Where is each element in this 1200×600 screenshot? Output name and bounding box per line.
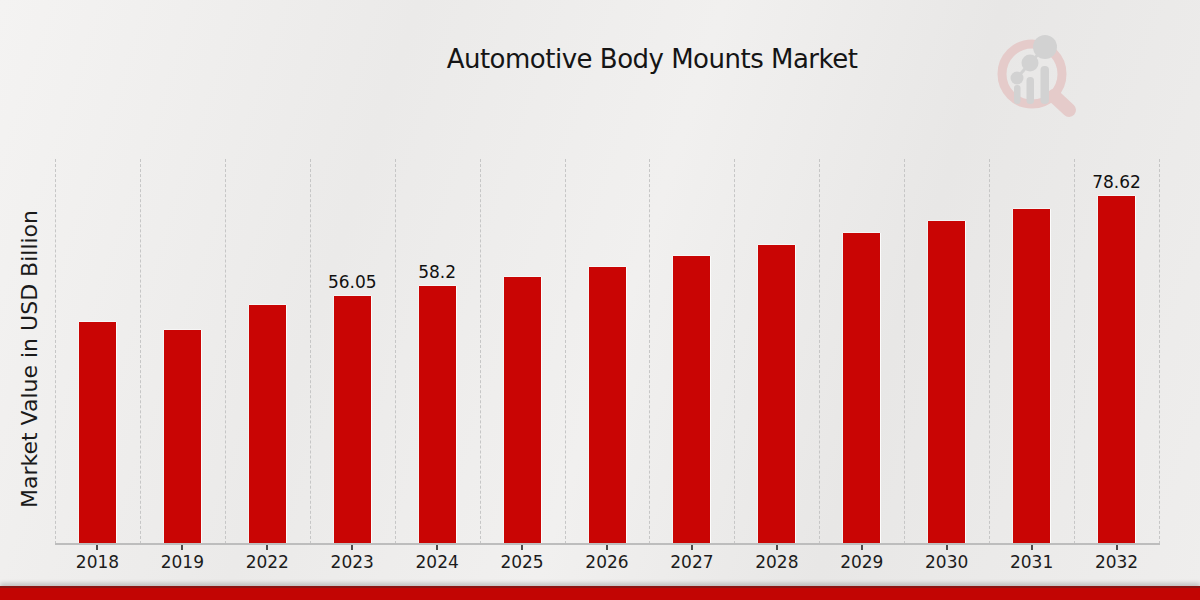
x-axis-tick <box>266 545 268 550</box>
x-tick-label-2025: 2025 <box>487 552 557 572</box>
bar-2022 <box>249 305 286 544</box>
x-tick-label-2026: 2026 <box>572 552 642 572</box>
x-tick-label-2027: 2027 <box>657 552 727 572</box>
x-axis-tick <box>606 545 608 550</box>
x-axis-tick <box>691 545 693 550</box>
vertical-gridline <box>395 159 396 544</box>
bar-2027 <box>673 256 710 544</box>
x-axis-tick <box>1031 545 1033 550</box>
vertical-gridline <box>1159 159 1160 544</box>
x-tick-label-2022: 2022 <box>232 552 302 572</box>
vertical-gridline <box>649 159 650 544</box>
x-axis-tick <box>776 545 778 550</box>
vertical-gridline <box>904 159 905 544</box>
bar-2032 <box>1098 196 1135 544</box>
bar-2031 <box>1013 209 1050 544</box>
x-tick-label-2024: 2024 <box>402 552 472 572</box>
x-tick-label-2029: 2029 <box>827 552 897 572</box>
footer-accent-bar <box>0 586 1200 600</box>
x-axis-tick <box>351 545 353 550</box>
x-tick-label-2028: 2028 <box>742 552 812 572</box>
vertical-gridline <box>310 159 311 544</box>
x-axis-line <box>55 543 1160 545</box>
x-tick-label-2023: 2023 <box>317 552 387 572</box>
bar-value-label-2032: 78.62 <box>1092 172 1141 192</box>
bar-2023 <box>334 296 371 544</box>
bar-2018 <box>79 322 116 544</box>
bar-value-label-2024: 58.2 <box>418 262 456 282</box>
vertical-gridline <box>819 159 820 544</box>
bar-2025 <box>504 277 541 544</box>
x-tick-label-2031: 2031 <box>997 552 1067 572</box>
bar-2029 <box>843 233 880 544</box>
vertical-gridline <box>225 159 226 544</box>
vertical-gridline <box>480 159 481 544</box>
x-tick-label-2018: 2018 <box>62 552 132 572</box>
x-tick-label-2032: 2032 <box>1082 552 1152 572</box>
chart-canvas: Automotive Body Mounts Market Market Val… <box>0 0 1200 600</box>
plot-area: 2018 2019 2022 56.05 2023 58.2 2024 2025 2026 202… <box>0 0 1200 600</box>
vertical-gridline <box>734 159 735 544</box>
vertical-gridline <box>989 159 990 544</box>
x-tick-label-2030: 2030 <box>912 552 982 572</box>
x-axis-tick <box>181 545 183 550</box>
vertical-gridline <box>565 159 566 544</box>
vertical-gridline <box>1074 159 1075 544</box>
bar-2024 <box>419 286 456 544</box>
bar-2028 <box>758 245 795 544</box>
x-axis-tick <box>96 545 98 550</box>
x-axis-tick <box>521 545 523 550</box>
x-axis-tick <box>1116 545 1118 550</box>
x-axis-tick <box>946 545 948 550</box>
vertical-gridline <box>140 159 141 544</box>
bar-value-label-2023: 56.05 <box>328 272 377 292</box>
bar-2019 <box>164 330 201 544</box>
bar-2030 <box>928 221 965 544</box>
x-tick-label-2019: 2019 <box>147 552 217 572</box>
x-axis-tick <box>861 545 863 550</box>
bar-2026 <box>589 267 626 544</box>
x-axis-tick <box>436 545 438 550</box>
vertical-gridline <box>55 159 56 544</box>
